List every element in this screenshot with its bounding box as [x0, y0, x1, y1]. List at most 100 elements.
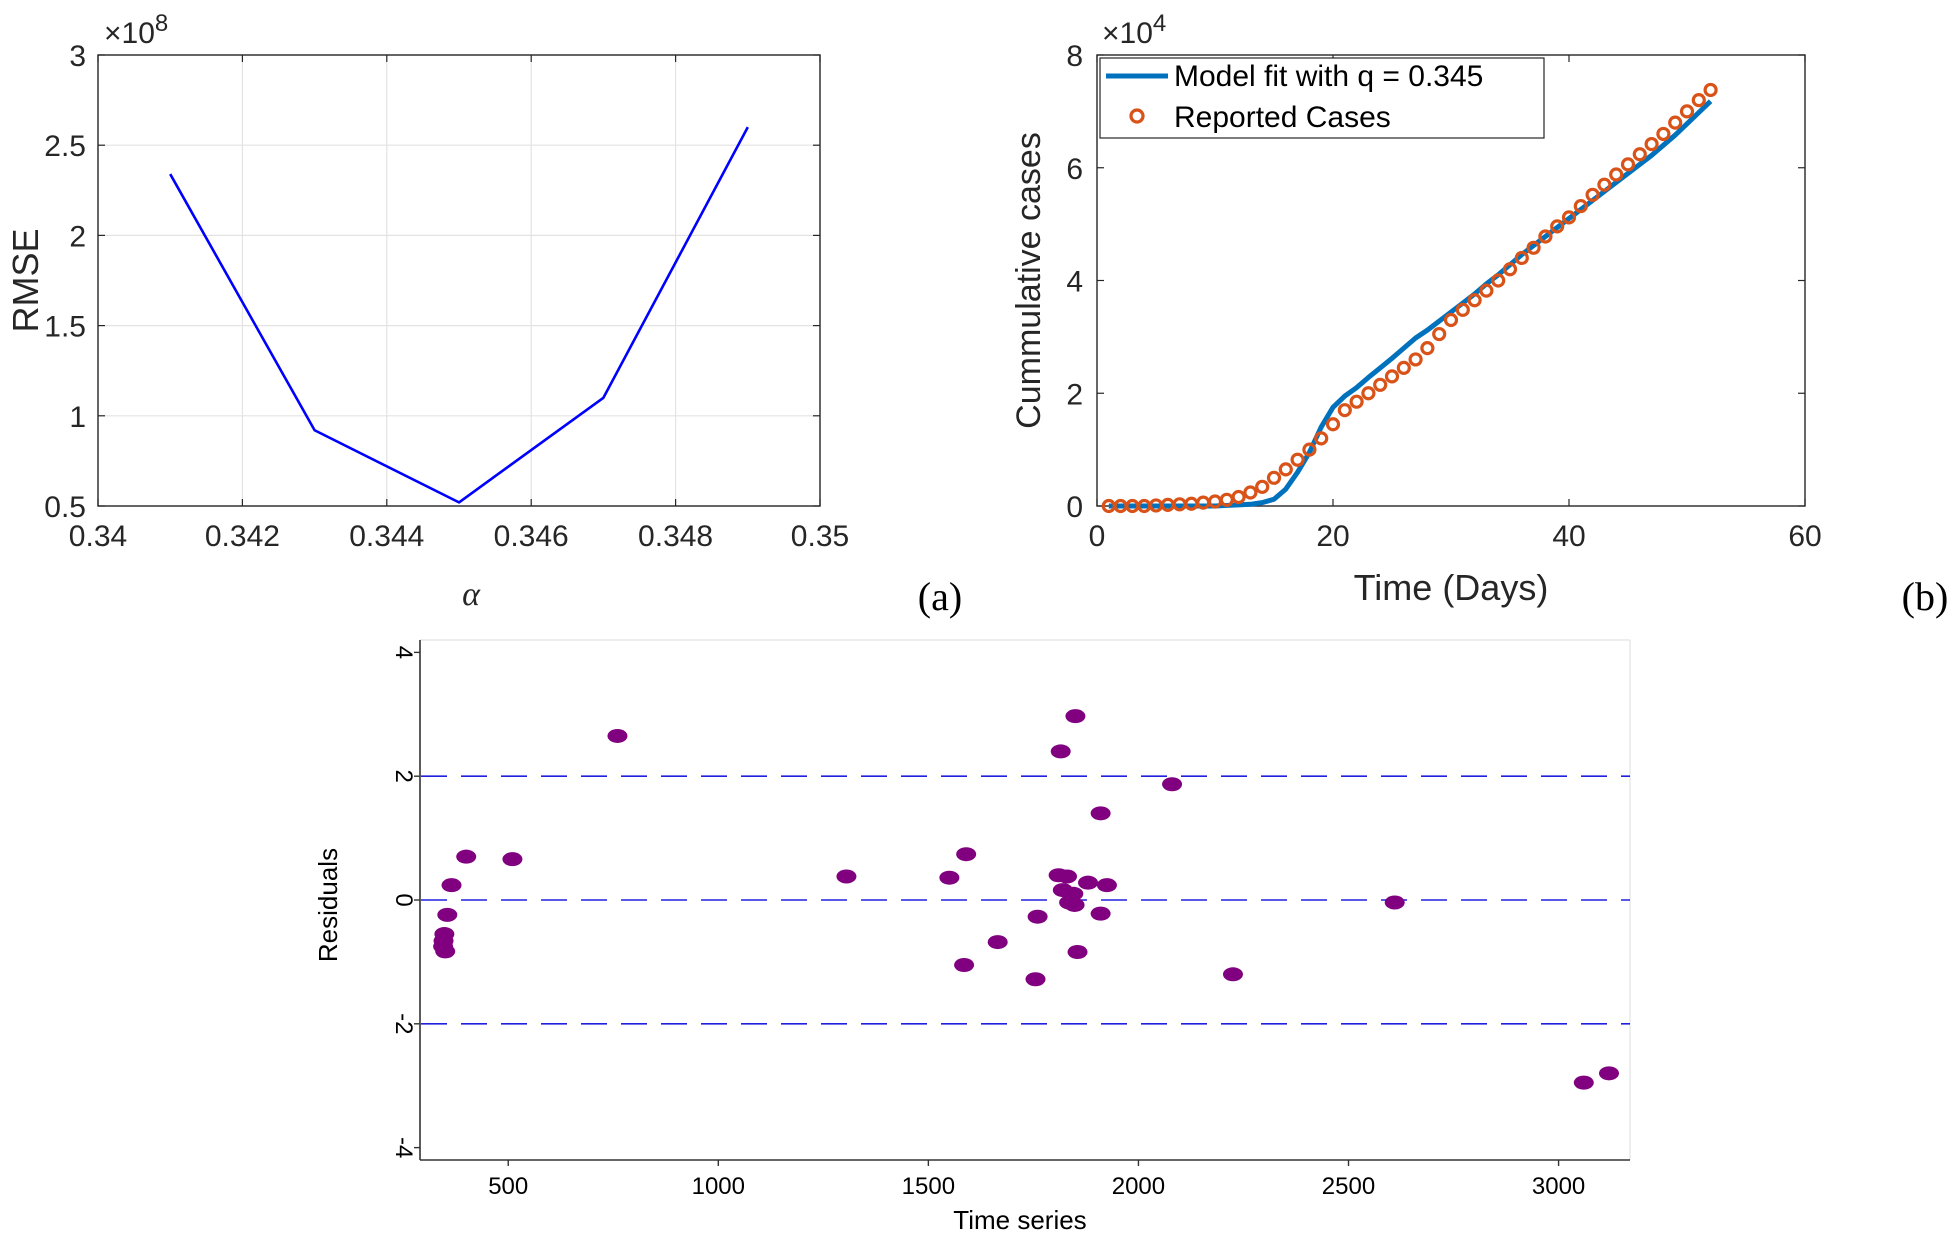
- x-tick-label: 0.35: [791, 520, 849, 553]
- residual-point: [1096, 878, 1117, 893]
- x-tick-label: 0.34: [69, 520, 127, 553]
- residual-point: [1162, 777, 1183, 792]
- x-tick-label: 60: [1788, 520, 1821, 553]
- reported-case-marker: [1502, 262, 1518, 277]
- reported-case-marker: [1656, 126, 1671, 142]
- x-axis-label: α: [462, 576, 481, 613]
- reported-case-marker: [1290, 452, 1305, 467]
- panel-a-rmse-chart: 0.34 0.342 0.344 0.346 0.348 0.35 0.5 1 1.5 2 2.5 3…: [5, 10, 962, 619]
- residual-point: [1067, 945, 1088, 959]
- reported-case-marker: [1550, 219, 1565, 234]
- exponent-power: 4: [1153, 10, 1166, 37]
- x-axis-label: Time series: [953, 1205, 1086, 1234]
- y-tick-label: 2.5: [44, 130, 86, 163]
- reported-case-marker: [1361, 386, 1376, 401]
- reported-case-marker: [1243, 485, 1258, 500]
- legend-model-label: Model fit with q = 0.345: [1174, 60, 1483, 93]
- residual-point: [607, 728, 628, 743]
- legend: Model fit with q = 0.345 Reported Cases: [1099, 57, 1545, 139]
- x-tick-label: 0.348: [638, 520, 713, 553]
- residual-point: [1027, 909, 1048, 924]
- reported-case-marker: [1632, 147, 1647, 162]
- residual-point: [1050, 744, 1071, 759]
- x-tick-label: 0.346: [494, 520, 569, 553]
- reported-case-marker: [1325, 417, 1341, 432]
- x-tick-label: 1000: [692, 1173, 745, 1200]
- residual-point: [956, 847, 977, 862]
- reported-case-marker: [1302, 442, 1317, 457]
- x-tick-label: 0.342: [205, 520, 280, 553]
- axes-box-a: [97, 54, 821, 507]
- reported-case-marker: [1455, 302, 1470, 317]
- reported-case-marker: [1349, 394, 1364, 409]
- legend-box: [1099, 57, 1545, 139]
- x-tick-label: 0: [1089, 520, 1106, 553]
- reported-case-marker: [1703, 82, 1718, 98]
- reported-case-marker: [1597, 177, 1612, 192]
- x-tick-label: 0.344: [349, 520, 424, 553]
- y-tick-label: 1: [69, 401, 86, 434]
- y-tick-label: 8: [1066, 40, 1083, 73]
- exponent-power: 8: [155, 10, 168, 37]
- panel-c-residuals-chart: 500 1000 1500 2000 2500 3000 -4 -2 0 2 4 Time serie…: [313, 639, 1631, 1234]
- legend-reported-swatch: [1129, 108, 1145, 124]
- reported-case-marker: [1467, 293, 1482, 308]
- reported-case-marker: [1266, 470, 1282, 485]
- x-tick-label: 2000: [1112, 1173, 1165, 1200]
- legend-reported-label: Reported Cases: [1174, 101, 1391, 134]
- reported-case-marker: [1691, 92, 1706, 108]
- x-axis-label: Time (Days): [1354, 567, 1549, 608]
- y-tick-label: 0.5: [44, 491, 86, 524]
- residual-point: [437, 907, 458, 922]
- y-tick-label: 0: [1066, 491, 1083, 524]
- y-tick-label: -4: [390, 1137, 417, 1158]
- y-tick-label: 0: [390, 893, 417, 906]
- residual-point: [456, 849, 477, 864]
- residual-point: [1573, 1075, 1594, 1090]
- reported-case-marker: [1644, 136, 1659, 152]
- y-tick-label: 6: [1066, 153, 1083, 186]
- residual-point: [1078, 875, 1099, 890]
- reported-case-marker: [1538, 229, 1553, 244]
- residual-point: [836, 869, 857, 884]
- residual-point: [1090, 906, 1111, 921]
- residual-point: [1064, 897, 1085, 912]
- y-tick-label: 2: [69, 220, 86, 253]
- reported-case-marker: [1561, 210, 1577, 225]
- reported-case-marker: [1491, 273, 1506, 288]
- y-axis-label: RMSE: [5, 228, 46, 332]
- reported-case-marker: [1479, 283, 1494, 298]
- panel-label-b: (b): [1902, 574, 1949, 619]
- reported-case-marker: [1620, 157, 1636, 172]
- reported-case-marker: [1432, 326, 1447, 342]
- reported-case-marker: [1526, 240, 1541, 255]
- reported-case-marker: [1420, 341, 1435, 356]
- residual-point: [1025, 972, 1046, 987]
- y-axis-label: Cummulative cases: [1010, 132, 1048, 429]
- y-tick-label: 3: [69, 40, 86, 73]
- x-tick-label: 1500: [902, 1173, 955, 1200]
- x-tick-label: 3000: [1532, 1173, 1585, 1200]
- plot-area-a: [98, 55, 820, 506]
- reported-case-marker: [1231, 489, 1246, 505]
- x-tick-label: 500: [488, 1173, 528, 1200]
- reported-case-marker: [1443, 312, 1459, 328]
- reported-case-marker: [1396, 360, 1411, 375]
- reported-case-marker: [1609, 167, 1624, 182]
- residual-point: [1057, 869, 1078, 884]
- reported-case-marker: [1255, 479, 1270, 494]
- y-tick-label: 1.5: [44, 311, 86, 344]
- x-tick-label: 20: [1316, 520, 1349, 553]
- reported-case-marker: [1514, 250, 1529, 266]
- residual-point: [1384, 895, 1405, 910]
- y-axis-label: Residuals: [313, 848, 343, 962]
- reported-case-marker: [1373, 377, 1388, 392]
- y-tick-label: 2: [390, 770, 417, 783]
- x-tick-label: 40: [1552, 520, 1585, 553]
- residual-point: [1090, 806, 1111, 821]
- residual-point: [502, 852, 523, 867]
- residual-point: [435, 944, 456, 959]
- y-tick-label: 4: [1066, 266, 1083, 299]
